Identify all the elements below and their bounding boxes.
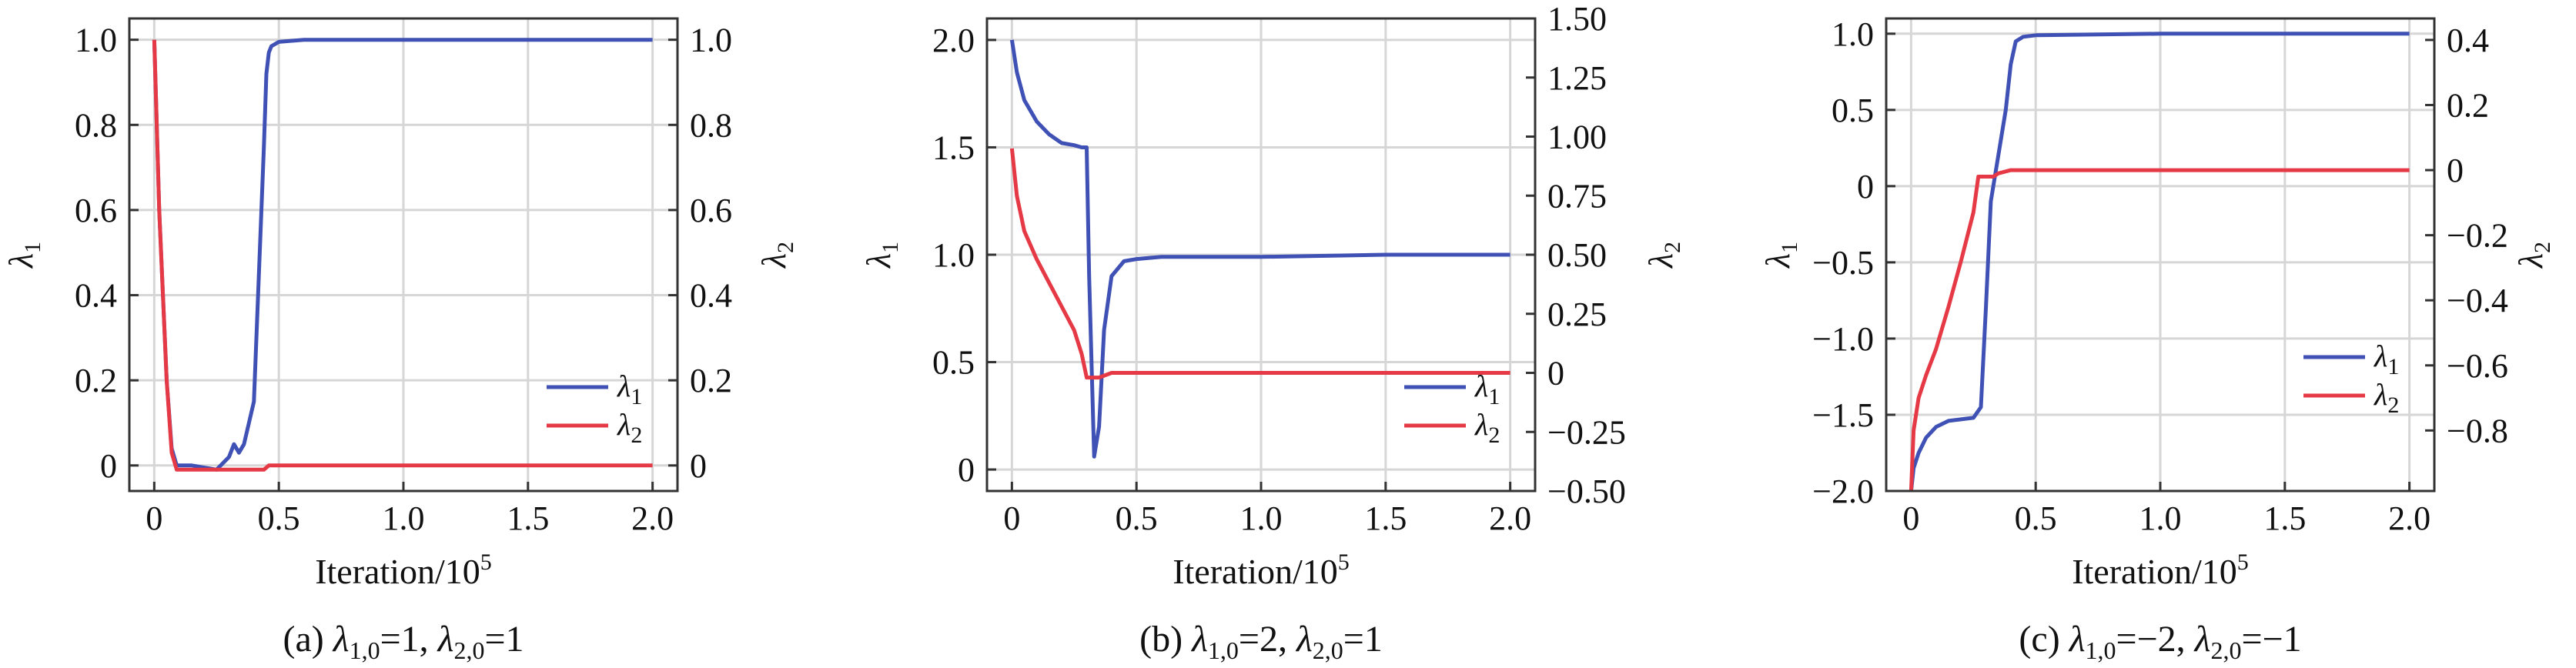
- y-right-axis-label: λ2: [1642, 242, 1685, 269]
- y-right-tick-label: −0.6: [2447, 347, 2508, 385]
- chart-panel-3: 0 0.5 1.0 1.5 2.0 −2.0 −1.5 −1.0 −0.5 0 0.5 1.0 −0.8…: [1759, 15, 2555, 664]
- y-right-tick-label: 0.6: [690, 192, 732, 229]
- legend-label-lambda1: λ1: [2374, 339, 2399, 379]
- x-axis-label: Iteration/105: [2072, 549, 2249, 591]
- y-left-tick-label: 0.5: [1832, 92, 1874, 129]
- y-right-tick-label: 1.00: [1547, 119, 1607, 156]
- x-tick-label: 0: [1003, 499, 1020, 537]
- y-right-tick-label: 0.75: [1547, 177, 1607, 215]
- y-right-tick-label: 0: [2447, 152, 2464, 189]
- x-tick-label: 1.5: [1364, 499, 1407, 537]
- y-left-tick-label: 1.5: [932, 129, 975, 166]
- y-right-tick-label: 1.50: [1547, 0, 1607, 38]
- panel-caption: (a) λ1,0=1, λ2,0=1: [283, 619, 524, 664]
- chart-panel-2: 0 0.5 1.0 1.5 2.0 0 0.5 1.0 1.5 2.0 −0.50 −0.25 0 0.2…: [860, 0, 1685, 664]
- x-tick-label: 0: [146, 499, 162, 537]
- y-left-axis-label: λ1: [2, 242, 45, 269]
- y-left-tick-label: 0.8: [75, 106, 117, 144]
- x-tick-label: 0.5: [258, 499, 300, 537]
- y-left-tick-label: −0.5: [1812, 244, 1874, 282]
- legend-label-lambda1: λ1: [1474, 369, 1500, 409]
- panel-caption: (b) λ1,0=2, λ2,0=1: [1139, 619, 1383, 664]
- y-right-tick-label: 0.2: [2447, 86, 2489, 124]
- y-left-tick-label: 2.0: [932, 22, 975, 59]
- y-left-tick-label: 1.0: [75, 22, 117, 59]
- y-right-tick-label: 0.4: [2447, 22, 2489, 59]
- y-right-tick-label: 0.50: [1547, 236, 1607, 274]
- y-left-tick-label: 0.5: [932, 344, 975, 382]
- y-right-tick-label: 0: [690, 447, 707, 485]
- y-right-tick-label: 1.0: [690, 22, 732, 59]
- x-tick-label: 0: [1902, 499, 1919, 537]
- y-left-tick-label: 0.2: [75, 362, 117, 399]
- x-axis-label: Iteration/105: [315, 549, 492, 591]
- y-right-tick-label: 0.25: [1547, 296, 1607, 333]
- x-tick-label: 2.0: [631, 499, 674, 537]
- y-right-axis-label: λ2: [755, 242, 798, 269]
- y-left-axis-label: λ1: [1759, 242, 1802, 269]
- legend-label-lambda2: λ2: [617, 407, 642, 448]
- y-left-tick-label: 0.4: [75, 277, 117, 315]
- x-tick-label: 2.0: [1489, 499, 1531, 537]
- legend-label-lambda1: λ1: [617, 369, 642, 409]
- y-right-tick-label: −0.8: [2447, 412, 2508, 449]
- x-tick-label: 1.0: [383, 499, 425, 537]
- series-line-lambda2: [152, 39, 653, 472]
- chart-panel-1: 0 0.5 1.0 1.5 2.0 0 0.2 0.4 0.6 0.8 1.0 0 0.2 0.4 0.6 0…: [2, 17, 798, 664]
- y-left-tick-label: −1.5: [1812, 396, 1874, 434]
- plot-frame: [128, 17, 679, 493]
- y-right-tick-label: 0.2: [690, 362, 732, 399]
- x-tick-label: 1.5: [2263, 499, 2306, 537]
- x-axis-label: Iteration/105: [1173, 549, 1350, 591]
- series-line-lambda1: [1009, 39, 1510, 459]
- y-right-tick-label: 0.4: [690, 277, 732, 315]
- series-line-lambda2: [1009, 148, 1510, 380]
- y-left-tick-label: 0: [100, 447, 117, 485]
- plot-frame: [1885, 17, 2436, 493]
- legend-label-lambda2: λ2: [1474, 407, 1500, 448]
- y-left-tick-label: 1.0: [932, 236, 975, 274]
- y-left-tick-label: −1.0: [1812, 320, 1874, 358]
- y-right-tick-label: −0.25: [1547, 413, 1626, 451]
- series-line-lambda1: [1909, 32, 2410, 492]
- y-left-tick-label: 0: [958, 451, 975, 489]
- x-tick-label: 2.0: [2388, 499, 2430, 537]
- y-right-tick-label: −0.50: [1547, 473, 1626, 510]
- legend-label-lambda2: λ2: [2374, 377, 2399, 418]
- y-right-tick-label: 1.25: [1547, 59, 1607, 97]
- y-left-tick-label: 1.0: [1832, 15, 1874, 53]
- y-right-tick-label: −0.2: [2447, 217, 2508, 255]
- x-tick-label: 0.5: [2015, 499, 2057, 537]
- y-right-tick-label: −0.4: [2447, 282, 2508, 319]
- x-tick-label: 1.0: [2139, 499, 2182, 537]
- y-left-axis-label: λ1: [860, 242, 903, 269]
- y-right-tick-label: 0.8: [690, 106, 732, 144]
- y-right-axis-label: λ2: [2512, 242, 2555, 269]
- y-left-tick-label: −2.0: [1812, 473, 1874, 510]
- panel-caption: (c) λ1,0=−2, λ2,0=−1: [2019, 619, 2301, 664]
- x-tick-label: 1.5: [507, 499, 549, 537]
- x-tick-label: 1.0: [1240, 499, 1283, 537]
- series-line-lambda2: [1909, 168, 2410, 492]
- y-left-tick-label: 0.6: [75, 192, 117, 229]
- plot-frame: [985, 17, 1537, 493]
- y-right-tick-label: 0: [1547, 355, 1564, 392]
- x-tick-label: 0.5: [1116, 499, 1158, 537]
- y-left-tick-label: 0: [1857, 168, 1874, 205]
